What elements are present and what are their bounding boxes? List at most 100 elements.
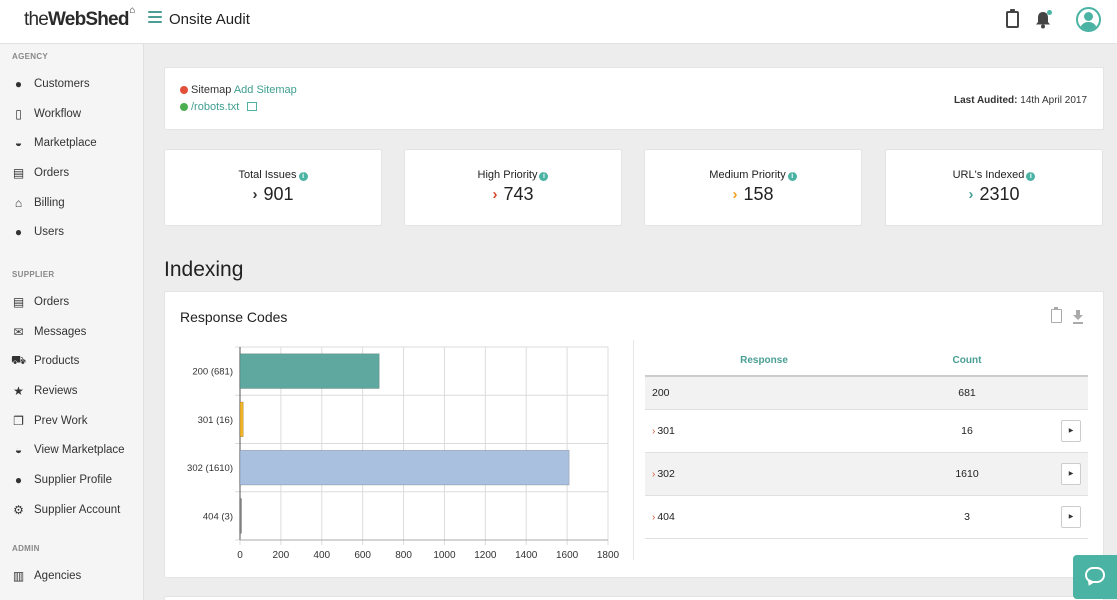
stat-label: High Priority i [405,169,621,181]
cell-count: 16 [961,425,973,437]
clipboard-icon[interactable] [1006,9,1019,28]
top-bar: theWebShed ⌂ Onsite Audit [0,0,1117,44]
stat-label: URL's Indexed i [886,169,1102,181]
sidebar-section-admin: ADMIN ▥ Agencies [0,544,144,591]
sidebar-item-marketplace[interactable]: ◒ Marketplace [0,128,144,158]
sidebar-item-prev-work[interactable]: ❐ Prev Work [0,406,144,436]
sidebar-item-label: Users [34,226,65,239]
sidebar-item-orders[interactable]: ▤ Orders [0,158,144,188]
notification-badge [1047,10,1052,15]
sidebar-item-supplier-profile[interactable]: ● Supplier Profile [0,465,144,495]
x-tick-label: 1600 [556,550,579,561]
stat-card-medium-priority[interactable]: Medium Priority i › 158 [644,149,862,226]
building-icon: ▥ [12,568,25,583]
column-header-response[interactable]: Response [740,355,788,366]
sidebar-section-agency: AGENCY ● Customers ▯ Workflow ◒ Marketplace ▤ Or… [0,52,144,247]
sidebar-item-orders[interactable]: ▤ Orders [0,287,144,317]
logo-prefix: the [24,9,49,30]
stat-value-text: 901 [263,184,294,204]
people-icon: ● [14,225,23,240]
sidebar-item-reviews[interactable]: ★ Reviews [0,376,144,406]
table-row[interactable]: › 301 16 ▶ [645,410,1088,453]
bar-404[interactable] [239,498,242,534]
sidebar-item-customers[interactable]: ● Customers [0,69,144,99]
sidebar-item-agencies[interactable]: ▥ Agencies [0,561,144,591]
sidebar-item-label: Prev Work [34,414,88,427]
stat-label-text: High Priority [477,169,538,181]
sidebar-section-heading: SUPPLIER [12,270,55,279]
bar-301[interactable] [239,401,244,438]
last-audited: Last Audited: 14th April 2017 [954,95,1087,106]
stat-label: Total Issues i [165,169,381,181]
expand-row-button[interactable]: ▶ [1061,463,1081,485]
account-circle-icon: ● [14,472,23,487]
inbox-icon: ▤ [12,294,25,309]
download-icon[interactable] [1072,310,1084,324]
x-tick-label: 0 [237,550,243,561]
expand-row-button[interactable]: ▶ [1061,506,1081,528]
category-label: 404 (3) [203,511,233,522]
sidebar-item-messages[interactable]: ✉ Messages [0,317,144,347]
chat-button[interactable] [1073,555,1117,599]
robots-row: /robots.txt [180,101,258,113]
table-row[interactable]: › 302 1610 ▶ [645,453,1088,496]
chart-title: Response Codes [180,309,288,325]
inbox-icon: ▤ [12,165,25,180]
column-header-count[interactable]: Count [952,355,982,366]
info-icon[interactable]: i [787,172,797,181]
sidebar-item-label: Agencies [34,569,82,582]
sidebar: AGENCY ● Customers ▯ Workflow ◒ Marketplace ▤ Or… [0,44,144,600]
stat-card-total-issues[interactable]: Total Issues i › 901 [164,149,382,226]
clipboard-icon: ▯ [15,106,22,121]
sidebar-item-workflow[interactable]: ▯ Workflow [0,99,144,129]
x-tick-label: 1000 [433,550,456,561]
chevron-right-icon: › [652,469,656,480]
response-code: 404 [657,511,675,523]
sidebar-item-label: Messages [34,325,87,338]
stat-value: › 2310 [886,184,1102,205]
stat-label: Medium Priority i [645,169,861,181]
x-tick-label: 800 [395,550,412,561]
sidebar-item-label: Workflow [34,107,82,120]
info-icon[interactable]: i [1026,172,1036,181]
stat-value-text: 743 [503,184,534,204]
cell-response: › 302 [645,468,883,480]
category-label: 200 (681) [192,367,233,378]
table-row[interactable]: › 404 3 ▶ [645,496,1088,539]
sidebar-item-label: Customers [34,77,90,90]
sidebar-item-label: View Marketplace [34,444,125,457]
sidebar-item-billing[interactable]: ⌂ Billing [0,188,144,218]
sidebar-item-view-marketplace[interactable]: ◒ View Marketplace [0,435,144,465]
robots-link[interactable]: /robots.txt [191,101,240,113]
avatar[interactable] [1076,7,1101,32]
last-audited-label: Last Audited: [953,95,1018,106]
bell-icon[interactable] [1035,11,1051,29]
sidebar-item-supplier-account[interactable]: ⚙ Supplier Account [0,495,144,525]
copy-icon[interactable] [1051,307,1062,323]
info-icon[interactable]: i [298,172,308,181]
logo[interactable]: theWebShed ⌂ [24,5,135,31]
sidebar-item-users[interactable]: ● Users [0,217,144,247]
bar-200[interactable] [239,353,380,389]
sidebar-item-products[interactable]: ⛟ Products [0,346,144,376]
cell-count: 3 [964,511,970,523]
cell-count: 681 [958,387,976,399]
info-icon[interactable]: i [539,172,549,181]
chat-icon [1085,567,1105,583]
stat-card-high-priority[interactable]: High Priority i › 743 [404,149,622,226]
edit-icon[interactable] [247,102,258,111]
cell-response: › 404 [645,511,883,523]
chevron-right-icon: › [652,512,656,523]
stat-card-url-s-indexed[interactable]: URL's Indexed i › 2310 [885,149,1103,226]
stat-value: › 743 [405,184,621,205]
add-sitemap-link[interactable]: Add Sitemap [233,84,297,96]
chevron-right-icon: › [968,186,974,203]
section-title: Indexing [164,258,244,281]
menu-icon[interactable] [148,11,162,25]
response-code: 200 [652,387,670,399]
expand-row-button[interactable]: ▶ [1061,420,1081,442]
bar-302[interactable] [239,449,570,486]
logo-brand: WebShed [48,9,129,30]
basket-icon: ◒ [14,136,23,151]
response-code: 301 [657,425,675,437]
